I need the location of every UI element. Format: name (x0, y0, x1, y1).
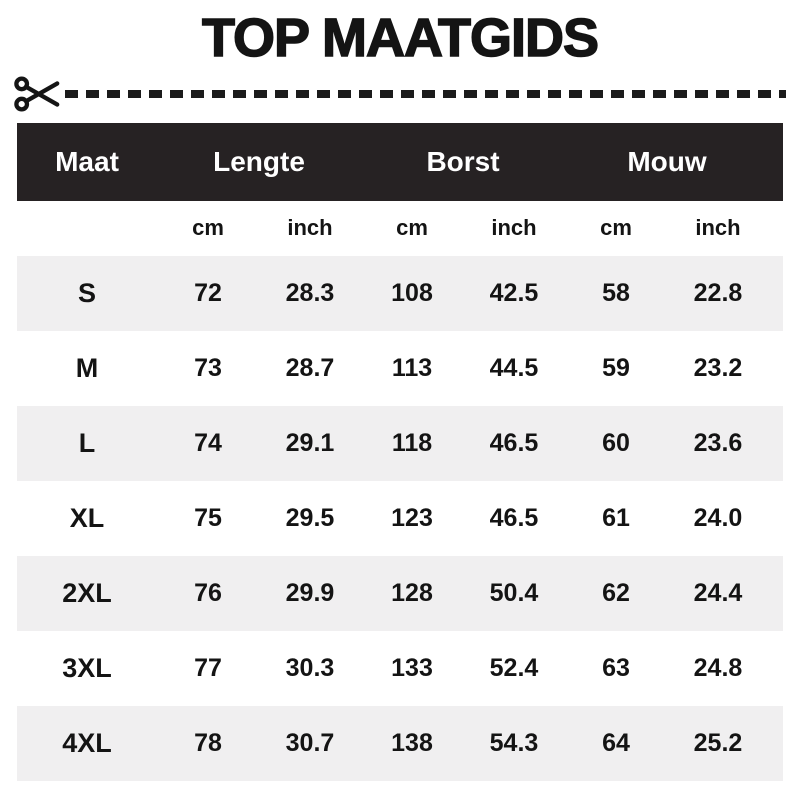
measurement-value: 54.3 (489, 728, 539, 757)
unit-label-lengte-cm: cm (192, 215, 224, 241)
measurement-value: 61 (602, 503, 630, 532)
measurement-value: 108 (391, 278, 433, 307)
measurement-value: 25.2 (693, 728, 743, 757)
measurement-value: 23.6 (693, 428, 743, 457)
measurement-value: 138 (391, 728, 433, 757)
table-header-row: Maat Lengte Borst Mouw (17, 122, 783, 201)
measurement-value: 44.5 (489, 353, 539, 382)
measurement-value: 75 (194, 503, 222, 532)
measurement-value: 46.5 (489, 428, 539, 457)
size-label: 3XL (62, 652, 112, 683)
measurement-value: 24.0 (693, 503, 743, 532)
measurement-value: 24.4 (693, 578, 743, 607)
table-row: L 74 29.1 118 46.5 60 23.6 (17, 405, 783, 481)
scissors-icon (14, 74, 62, 114)
column-header-lengte: Lengte (213, 145, 305, 177)
table-body: S 72 28.3 108 42.5 58 22.8 M 73 28.7 113 44.5 59 23.2… (17, 255, 783, 781)
measurement-value: 78 (194, 728, 222, 757)
measurement-value: 76 (194, 578, 222, 607)
size-label: XL (69, 502, 105, 533)
measurement-value: 52.4 (489, 653, 539, 682)
measurement-value: 23.2 (693, 353, 743, 382)
measurement-value: 28.7 (285, 353, 335, 382)
measurement-value: 123 (391, 503, 433, 532)
measurement-value: 64 (602, 728, 630, 757)
size-label: 2XL (62, 577, 112, 608)
size-label: 4XL (62, 727, 112, 758)
table-row: M 73 28.7 113 44.5 59 23.2 (17, 331, 783, 406)
measurement-value: 60 (602, 428, 630, 457)
measurement-value: 133 (391, 653, 433, 682)
size-table: Maat Lengte Borst Mouw cm inch cm inch c… (17, 122, 783, 781)
measurement-value: 29.1 (285, 428, 335, 457)
measurement-value: 77 (194, 653, 222, 682)
size-label: L (78, 427, 96, 458)
measurement-value: 62 (602, 578, 630, 607)
unit-label-mouw-inch: inch (695, 215, 741, 241)
column-header-mouw: Mouw (627, 145, 707, 177)
measurement-value: 42.5 (489, 278, 539, 307)
unit-label-borst-cm: cm (396, 215, 428, 241)
measurement-value: 118 (391, 428, 433, 457)
size-label: M (75, 352, 99, 383)
measurement-value: 113 (391, 353, 433, 382)
unit-label-mouw-cm: cm (600, 215, 632, 241)
measurement-value: 58 (602, 278, 630, 307)
measurement-value: 73 (194, 353, 222, 382)
table-row: 4XL 78 30.7 138 54.3 64 25.2 (17, 705, 783, 781)
measurement-value: 29.5 (285, 503, 335, 532)
page-title: TOP MAATGIDS (201, 8, 600, 68)
table-row: S 72 28.3 108 42.5 58 22.8 (17, 255, 783, 331)
unit-label-borst-inch: inch (491, 215, 537, 241)
size-label: S (77, 277, 96, 308)
dashed-cut-line (65, 89, 786, 98)
measurement-value: 30.7 (285, 728, 335, 757)
measurement-value: 63 (602, 653, 630, 682)
table-row: XL 75 29.5 123 46.5 61 24.0 (17, 481, 783, 556)
unit-header-row: cm inch cm inch cm inch (17, 200, 783, 256)
measurement-value: 128 (391, 578, 433, 607)
size-guide-page: TOP MAATGIDS Maat Lengte Borst Mouw cm i… (0, 8, 800, 781)
unit-label-lengte-inch: inch (287, 215, 333, 241)
cut-line (14, 73, 786, 115)
measurement-value: 74 (194, 428, 222, 457)
table-row: 3XL 77 30.3 133 52.4 63 24.8 (17, 631, 783, 706)
measurement-value: 22.8 (693, 278, 743, 307)
measurement-value: 59 (602, 353, 630, 382)
column-header-borst: Borst (426, 145, 500, 177)
measurement-value: 72 (194, 278, 222, 307)
measurement-value: 29.9 (285, 578, 335, 607)
measurement-value: 30.3 (285, 653, 335, 682)
measurement-value: 50.4 (489, 578, 539, 607)
measurement-value: 46.5 (489, 503, 539, 532)
table-row: 2XL 76 29.9 128 50.4 62 24.4 (17, 555, 783, 631)
measurement-value: 28.3 (285, 278, 335, 307)
measurement-value: 24.8 (693, 653, 743, 682)
column-header-maat: Maat (55, 145, 119, 177)
